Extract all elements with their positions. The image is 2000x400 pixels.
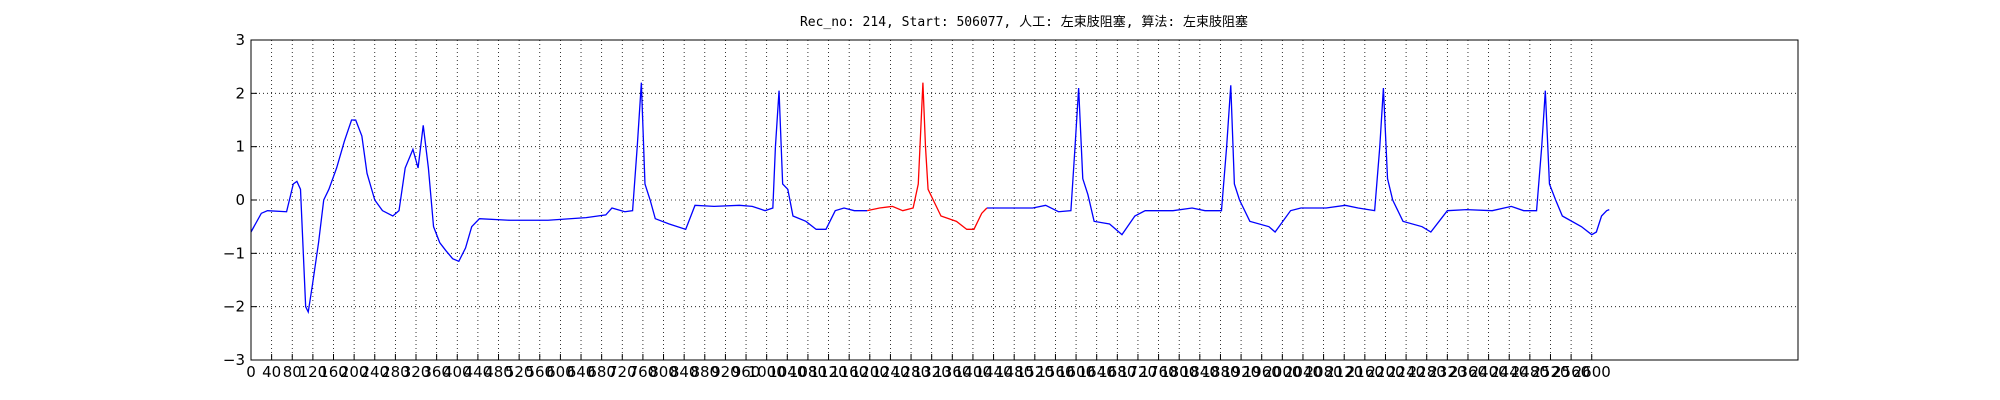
x-tick-label: 1720 xyxy=(1119,363,1157,381)
x-tick-label: 2520 xyxy=(1531,363,1569,381)
x-tick-label: 1280 xyxy=(892,363,930,381)
ecg-line xyxy=(867,82,988,230)
y-tick-label: 2 xyxy=(235,84,245,102)
x-tick-label: 600 xyxy=(546,363,575,381)
x-tick-label: 1040 xyxy=(768,363,806,381)
x-tick-label: 520 xyxy=(505,363,534,381)
x-tick-label: 1440 xyxy=(974,363,1012,381)
x-tick-label: 1120 xyxy=(809,363,847,381)
x-tick-label: 1520 xyxy=(1016,363,1054,381)
x-tick-label: 2320 xyxy=(1428,363,1466,381)
x-tick-label: 1160 xyxy=(830,363,868,381)
x-tick-label: 320 xyxy=(402,363,431,381)
x-tick-label: 1760 xyxy=(1139,363,1177,381)
plot-frame xyxy=(250,39,1799,361)
x-tick-label: 1480 xyxy=(995,363,1033,381)
x-tick-label: 760 xyxy=(629,363,658,381)
x-tick-label: 2400 xyxy=(1470,363,1508,381)
x-tick-label: 1640 xyxy=(1078,363,1116,381)
x-tick-label: 1800 xyxy=(1160,363,1198,381)
x-tick-label: 2120 xyxy=(1325,363,1363,381)
x-tick-label: 2200 xyxy=(1366,363,1404,381)
x-tick-label: 2480 xyxy=(1511,363,1549,381)
x-tick-label: 160 xyxy=(319,363,348,381)
x-tick-label: 2080 xyxy=(1304,363,1342,381)
x-tick-label: 1880 xyxy=(1201,363,1239,381)
x-tick-label: 880 xyxy=(690,363,719,381)
x-tick-label: 120 xyxy=(299,363,328,381)
x-tick-label: 2160 xyxy=(1346,363,1384,381)
x-tick-label: 640 xyxy=(567,363,596,381)
x-tick-label: 200 xyxy=(340,363,369,381)
y-tick-label: 1 xyxy=(235,138,245,156)
x-tick-label: 720 xyxy=(608,363,637,381)
x-tick-label: 1080 xyxy=(789,363,827,381)
x-tick-label: 2280 xyxy=(1408,363,1446,381)
x-tick-label: 2360 xyxy=(1449,363,1487,381)
x-tick-label: 440 xyxy=(464,363,493,381)
x-tick-label: 2240 xyxy=(1387,363,1425,381)
x-tick-label: 1240 xyxy=(871,363,909,381)
chart-title: Rec_no: 214, Start: 506077, 人工: 左束肢阻塞, 算… xyxy=(800,14,1248,30)
x-tick-label: 40 xyxy=(262,363,281,381)
x-tick-label: 2560 xyxy=(1552,363,1590,381)
x-tick-label: 1840 xyxy=(1181,363,1219,381)
y-tick-label: −2 xyxy=(223,298,245,316)
x-tick-label: 1000 xyxy=(748,363,786,381)
x-tick-label: 560 xyxy=(525,363,554,381)
x-tick-label: 1560 xyxy=(1036,363,1074,381)
x-tick-label: 480 xyxy=(484,363,513,381)
y-tick-label: 0 xyxy=(235,191,245,209)
x-tick-label: 2600 xyxy=(1573,363,1611,381)
x-tick-label: 400 xyxy=(443,363,472,381)
x-tick-label: 800 xyxy=(649,363,678,381)
x-tick-label: 1360 xyxy=(933,363,971,381)
x-tick-label: 1600 xyxy=(1057,363,1095,381)
x-tick-label: 920 xyxy=(711,363,740,381)
x-tick-label: 360 xyxy=(422,363,451,381)
x-tick-label: 80 xyxy=(283,363,302,381)
y-tick-label: 3 xyxy=(235,31,245,49)
x-tick-label: 840 xyxy=(670,363,699,381)
x-tick-label: 1960 xyxy=(1243,363,1281,381)
x-tick-label: 960 xyxy=(732,363,761,381)
x-tick-label: 0 xyxy=(246,363,256,381)
x-tick-label: 1320 xyxy=(913,363,951,381)
y-tick-label: −3 xyxy=(223,351,245,369)
x-tick-label: 280 xyxy=(381,363,410,381)
x-tick-label: 1400 xyxy=(954,363,992,381)
x-tick-label: 680 xyxy=(587,363,616,381)
x-tick-label: 1920 xyxy=(1222,363,1260,381)
x-tick-label: 2040 xyxy=(1284,363,1322,381)
x-tick-label: 1680 xyxy=(1098,363,1136,381)
x-tick-label: 1200 xyxy=(851,363,889,381)
x-tick-label: 2440 xyxy=(1490,363,1528,381)
y-tick-label: −1 xyxy=(223,244,245,262)
x-tick-label: 240 xyxy=(360,363,389,381)
x-tick-label: 2000 xyxy=(1263,363,1301,381)
ecg-line xyxy=(250,82,1610,315)
